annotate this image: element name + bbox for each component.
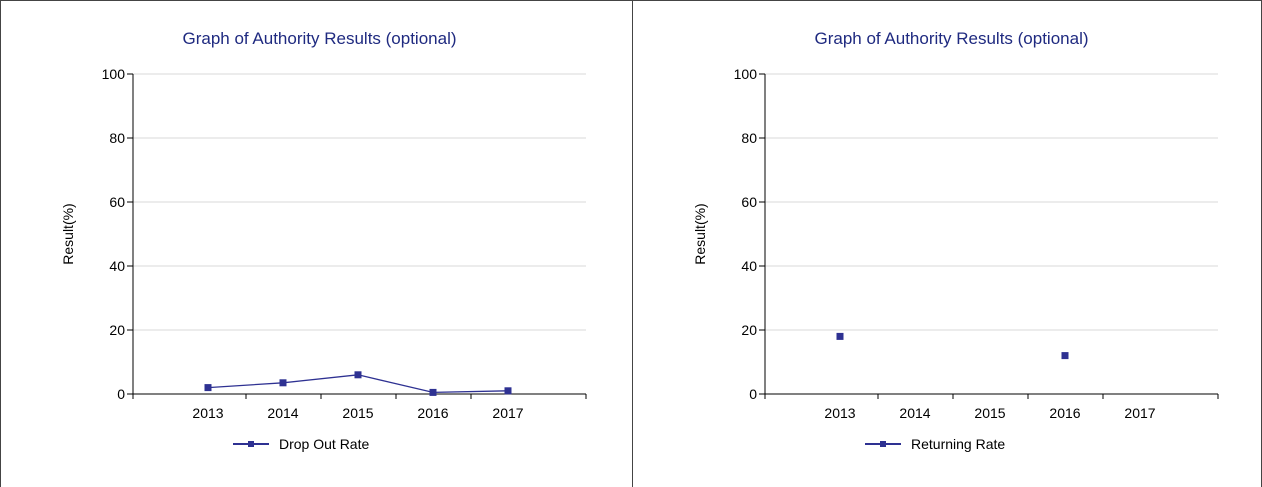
y-tick-label: 0 (117, 386, 125, 402)
x-tick-label: 2015 (342, 405, 373, 421)
y-tick-label: 60 (741, 194, 757, 210)
data-point (204, 384, 212, 392)
x-tick-label: 2017 (492, 405, 523, 421)
x-tick-label: 2013 (824, 405, 855, 421)
legend-label: Drop Out Rate (279, 436, 369, 452)
y-tick-label: 20 (109, 322, 125, 338)
panel-divider (632, 0, 633, 487)
legend: Returning Rate (865, 436, 1005, 452)
legend-marker (880, 441, 886, 447)
legend: Drop Out Rate (233, 436, 369, 452)
chart-title: Graph of Authority Results (optional) (814, 29, 1088, 48)
chart-panel-drop-out: Graph of Authority Results (optional) 0 20… (1, 0, 632, 487)
y-tick-label: 80 (109, 130, 125, 146)
data-point (1061, 352, 1069, 360)
returning-rate-chart: Graph of Authority Results (optional) 0 20… (692, 29, 1219, 452)
x-tick-label: 2017 (1124, 405, 1155, 421)
y-tick-label: 100 (102, 66, 126, 82)
x-tick-label: 2016 (417, 405, 448, 421)
chart-title: Graph of Authority Results (optional) (182, 29, 456, 48)
x-tick-label: 2013 (192, 405, 223, 421)
data-point (504, 387, 512, 395)
chart-panel-returning: Graph of Authority Results (optional) 0 20… (633, 0, 1261, 487)
drop-out-rate-chart: Graph of Authority Results (optional) 0 20… (60, 29, 587, 452)
data-point (279, 379, 287, 387)
legend-label: Returning Rate (911, 436, 1005, 452)
y-tick-label: 20 (741, 322, 757, 338)
y-tick-label: 100 (734, 66, 758, 82)
y-tick-label: 0 (749, 386, 757, 402)
x-tick-label: 2015 (974, 405, 1005, 421)
legend-marker (248, 441, 254, 447)
x-tick-label: 2014 (899, 405, 930, 421)
data-point (836, 332, 844, 340)
y-tick-label: 40 (109, 258, 125, 274)
y-tick-label: 60 (109, 194, 125, 210)
x-tick-label: 2014 (267, 405, 298, 421)
y-tick-label: 80 (741, 130, 757, 146)
x-tick-label: 2016 (1049, 405, 1080, 421)
data-point (354, 371, 362, 379)
y-axis-label: Result(%) (692, 203, 708, 264)
y-axis-label: Result(%) (60, 203, 76, 264)
y-tick-label: 40 (741, 258, 757, 274)
data-point (429, 388, 437, 396)
